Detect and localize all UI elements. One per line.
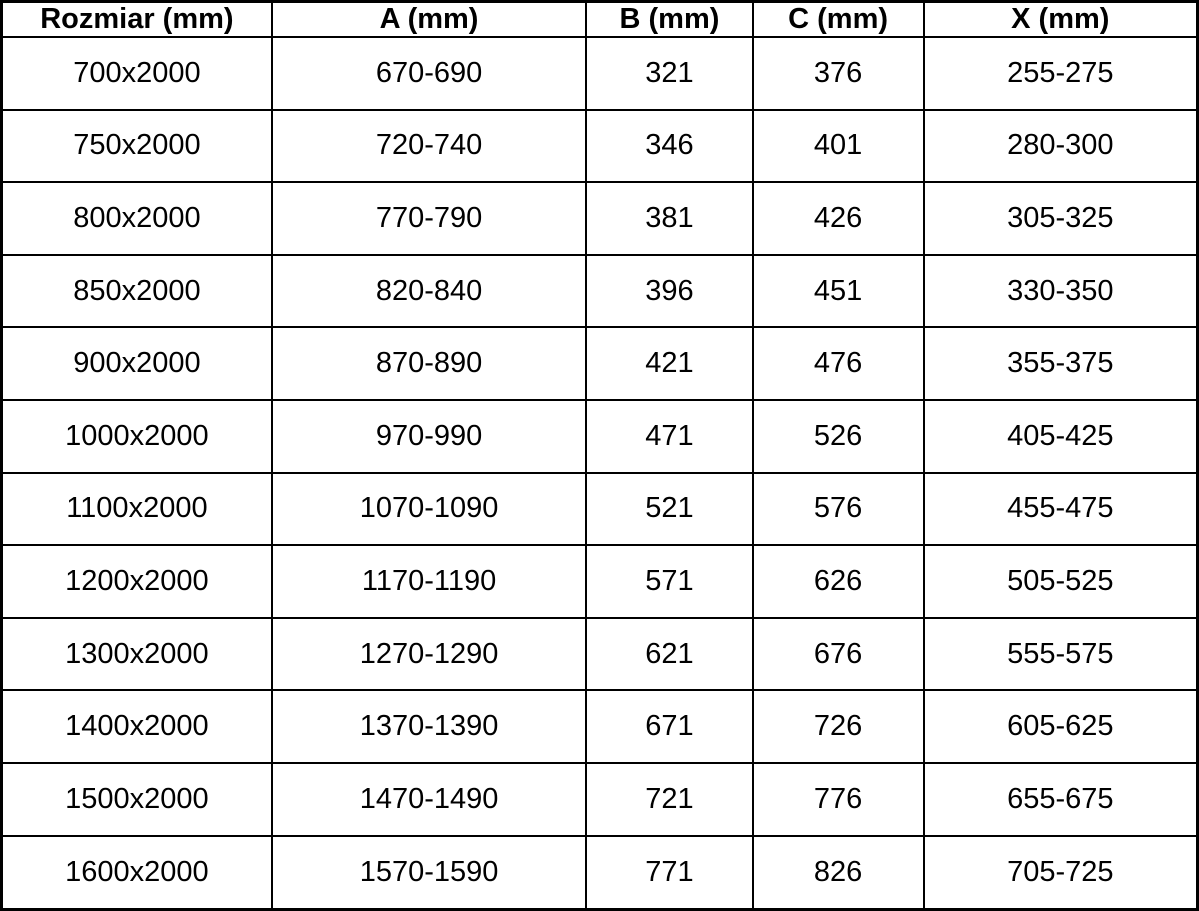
cell: 776 <box>751 762 925 837</box>
cell: 455-475 <box>922 471 1199 547</box>
cell: 1170-1190 <box>270 544 588 619</box>
cell: 381 <box>585 181 754 256</box>
cell: 396 <box>585 253 754 329</box>
table-row: 800x2000 770-790 381 426 305-325 <box>0 181 1199 256</box>
cell: 476 <box>751 326 925 402</box>
table-row: 700x2000 670-690 321 376 255-275 <box>0 36 1199 111</box>
column-header: A (mm) <box>270 0 588 38</box>
cell: 700x2000 <box>0 36 273 111</box>
cell: 1370-1390 <box>270 689 588 765</box>
cell: 605-625 <box>922 689 1199 765</box>
column-header: C (mm) <box>751 0 925 38</box>
cell: 1100x2000 <box>0 471 273 547</box>
table-row: 850x2000 820-840 396 451 330-350 <box>0 253 1199 329</box>
cell: 1200x2000 <box>0 544 273 619</box>
cell: 526 <box>751 399 925 474</box>
cell: 820-840 <box>270 253 588 329</box>
cell: 571 <box>585 544 754 619</box>
cell: 255-275 <box>922 36 1199 111</box>
table-body: 700x2000 670-690 321 376 255-275 750x2000 720-… <box>0 36 1199 911</box>
column-header: X (mm) <box>922 0 1199 38</box>
header-row: Rozmiar (mm) A (mm) B (mm) C (mm) X (mm) <box>0 0 1199 38</box>
cell: 305-325 <box>922 181 1199 256</box>
table-row: 1100x2000 1070-1090 521 576 455-475 <box>0 471 1199 547</box>
cell: 771 <box>585 834 754 911</box>
cell: 705-725 <box>922 834 1199 911</box>
cell: 346 <box>585 108 754 184</box>
table-row: 750x2000 720-740 346 401 280-300 <box>0 108 1199 184</box>
cell: 900x2000 <box>0 326 273 402</box>
cell: 800x2000 <box>0 181 273 256</box>
column-header: B (mm) <box>585 0 754 38</box>
cell: 1570-1590 <box>270 834 588 911</box>
cell: 626 <box>751 544 925 619</box>
column-header: Rozmiar (mm) <box>0 0 273 38</box>
cell: 671 <box>585 689 754 765</box>
cell: 655-675 <box>922 762 1199 837</box>
cell: 870-890 <box>270 326 588 402</box>
cell: 451 <box>751 253 925 329</box>
cell: 1600x2000 <box>0 834 273 911</box>
cell: 721 <box>585 762 754 837</box>
cell: 555-575 <box>922 616 1199 692</box>
table-row: 1500x2000 1470-1490 721 776 655-675 <box>0 762 1199 837</box>
cell: 405-425 <box>922 399 1199 474</box>
cell: 426 <box>751 181 925 256</box>
cell: 720-740 <box>270 108 588 184</box>
cell: 750x2000 <box>0 108 273 184</box>
table-row: 1600x2000 1570-1590 771 826 705-725 <box>0 834 1199 911</box>
table-row: 900x2000 870-890 421 476 355-375 <box>0 326 1199 402</box>
table-row: 1300x2000 1270-1290 621 676 555-575 <box>0 616 1199 692</box>
cell: 421 <box>585 326 754 402</box>
cell: 726 <box>751 689 925 765</box>
cell: 401 <box>751 108 925 184</box>
cell: 376 <box>751 36 925 111</box>
cell: 576 <box>751 471 925 547</box>
cell: 970-990 <box>270 399 588 474</box>
cell: 670-690 <box>270 36 588 111</box>
cell: 1270-1290 <box>270 616 588 692</box>
table-row: 1400x2000 1370-1390 671 726 605-625 <box>0 689 1199 765</box>
cell: 621 <box>585 616 754 692</box>
table-row: 1000x2000 970-990 471 526 405-425 <box>0 399 1199 474</box>
cell: 1500x2000 <box>0 762 273 837</box>
cell: 521 <box>585 471 754 547</box>
cell: 321 <box>585 36 754 111</box>
cell: 1000x2000 <box>0 399 273 474</box>
cell: 676 <box>751 616 925 692</box>
cell: 1470-1490 <box>270 762 588 837</box>
cell: 1070-1090 <box>270 471 588 547</box>
cell: 850x2000 <box>0 253 273 329</box>
cell: 1300x2000 <box>0 616 273 692</box>
cell: 330-350 <box>922 253 1199 329</box>
cell: 471 <box>585 399 754 474</box>
table-row: 1200x2000 1170-1190 571 626 505-525 <box>0 544 1199 619</box>
cell: 355-375 <box>922 326 1199 402</box>
cell: 505-525 <box>922 544 1199 619</box>
cell: 770-790 <box>270 181 588 256</box>
cell: 280-300 <box>922 108 1199 184</box>
cell: 1400x2000 <box>0 689 273 765</box>
cell: 826 <box>751 834 925 911</box>
